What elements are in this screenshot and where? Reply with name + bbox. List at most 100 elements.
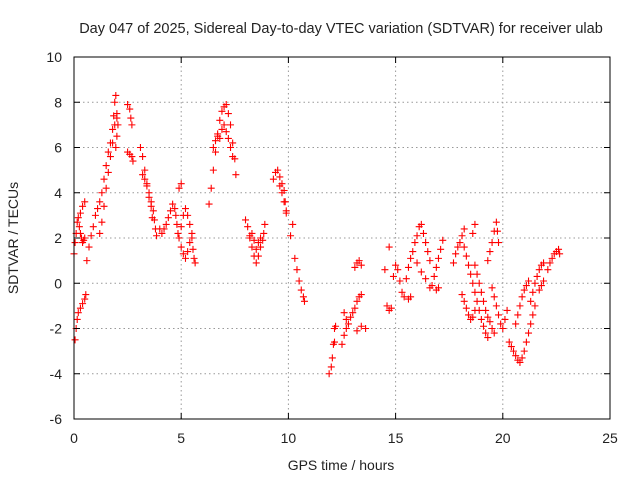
data-point — [460, 225, 468, 233]
data-point — [512, 320, 520, 328]
data-point — [96, 198, 104, 206]
data-point — [174, 229, 182, 237]
y-tick-label: -6 — [50, 411, 63, 427]
data-point — [413, 259, 421, 267]
data-point — [81, 295, 89, 303]
data-point — [184, 248, 192, 256]
y-tick-label: 0 — [54, 275, 62, 291]
data-point — [507, 343, 515, 351]
series-sat-aj — [471, 261, 498, 337]
data-point — [480, 322, 488, 330]
data-point — [289, 220, 297, 228]
data-point — [76, 229, 84, 237]
data-point — [98, 189, 106, 197]
data-point — [177, 223, 185, 231]
y-tick-label: 10 — [46, 49, 62, 65]
data-point — [188, 229, 196, 237]
data-point — [535, 286, 543, 294]
data-point — [244, 223, 252, 231]
data-point — [147, 198, 155, 206]
data-point — [544, 266, 552, 274]
data-point — [222, 128, 230, 136]
data-point — [351, 263, 359, 271]
data-point — [126, 105, 134, 113]
data-point — [462, 252, 470, 260]
data-point — [74, 214, 82, 222]
data-point — [520, 286, 528, 294]
data-point — [347, 313, 355, 321]
grid-lines — [74, 57, 610, 419]
data-point — [227, 121, 235, 129]
series-sat-ah — [458, 291, 479, 323]
y-tick-label: 2 — [54, 230, 62, 246]
data-point — [102, 184, 110, 192]
series-sat-a — [70, 214, 89, 258]
data-point — [276, 182, 284, 190]
y-tick-labels: -6 -4 -2 0 2 4 6 8 10 — [46, 49, 62, 427]
data-point — [73, 218, 81, 226]
data-point — [424, 248, 432, 256]
data-point — [327, 363, 335, 371]
data-point — [344, 320, 352, 328]
data-point — [169, 200, 177, 208]
data-point — [332, 322, 340, 330]
data-point — [480, 297, 488, 305]
data-point — [527, 320, 535, 328]
series-sat-af — [432, 284, 442, 294]
series-sat-o — [209, 121, 237, 161]
data-point — [469, 229, 477, 237]
data-point — [520, 347, 528, 355]
data-point — [136, 144, 144, 151]
data-point — [537, 282, 545, 290]
data-point — [227, 144, 235, 151]
data-point — [128, 153, 136, 161]
data-point — [139, 153, 147, 161]
data-point — [175, 234, 183, 242]
x-axis-label: GPS time / hours — [288, 457, 395, 473]
data-point — [535, 266, 543, 274]
data-point — [492, 302, 500, 310]
data-point — [252, 245, 260, 253]
series-sat-ar — [544, 245, 564, 274]
series-sat-r — [269, 166, 290, 215]
data-point — [355, 257, 363, 265]
data-point — [342, 325, 350, 332]
data-point — [214, 130, 222, 138]
data-point — [145, 189, 153, 197]
data-point — [434, 254, 442, 262]
data-point — [471, 220, 479, 228]
data-point — [186, 239, 194, 247]
data-point — [216, 134, 224, 142]
data-point — [488, 325, 496, 332]
series-sat-ao — [512, 277, 533, 328]
data-point — [112, 91, 120, 99]
series-sat-i — [139, 171, 161, 240]
data-point — [250, 236, 258, 244]
data-point — [464, 261, 472, 269]
data-point — [254, 239, 262, 247]
series-sat-q — [246, 229, 265, 253]
series-sat-ak — [469, 220, 479, 237]
data-point — [357, 261, 365, 269]
data-point — [430, 272, 438, 280]
x-tick-label: 25 — [602, 430, 618, 446]
data-point — [404, 263, 412, 271]
data-point — [127, 114, 135, 122]
data-point — [330, 338, 338, 346]
series-sat-t — [287, 220, 308, 305]
data-point — [177, 180, 185, 188]
data-point — [402, 275, 410, 283]
data-point — [325, 370, 333, 378]
data-point — [497, 320, 505, 328]
data-point — [473, 297, 481, 305]
data-point — [218, 125, 226, 133]
data-point — [82, 291, 90, 299]
data-point — [522, 282, 530, 290]
data-point — [181, 254, 189, 262]
series-sat-ag — [449, 225, 468, 267]
data-point — [287, 232, 295, 240]
series-sat-c — [76, 198, 89, 217]
series-sat-m — [177, 229, 196, 262]
data-point — [486, 318, 494, 326]
series-sat-y — [353, 322, 370, 335]
